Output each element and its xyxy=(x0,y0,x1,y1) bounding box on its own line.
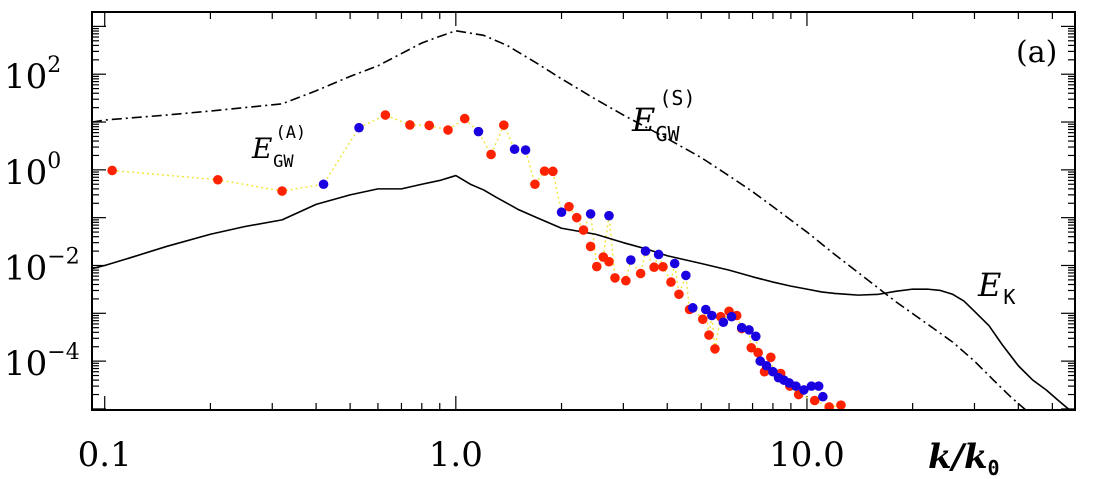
data-point xyxy=(818,391,828,402)
data-point xyxy=(107,165,117,176)
panel-label: (a) xyxy=(1016,35,1057,70)
data-point xyxy=(750,331,761,342)
series-layer xyxy=(92,29,1071,410)
data-point xyxy=(604,256,614,267)
data-point xyxy=(744,325,754,335)
y-tick-label: 100 xyxy=(4,149,61,193)
x-tick-label: 10.0 xyxy=(769,435,845,475)
data-point xyxy=(509,144,520,155)
data-point xyxy=(591,261,602,272)
data-point xyxy=(813,381,824,391)
data-point xyxy=(539,166,550,176)
series-line-egw-a-connector xyxy=(112,114,842,408)
data-point xyxy=(520,145,531,155)
data-point xyxy=(700,304,711,315)
data-point xyxy=(791,381,801,391)
data-point xyxy=(649,262,659,273)
data-point xyxy=(578,225,589,235)
y-tick-label: 102 xyxy=(4,53,61,97)
data-point xyxy=(736,322,747,333)
data-point xyxy=(530,179,540,190)
data-point xyxy=(564,201,574,212)
data-point xyxy=(766,352,776,363)
tick-labels: 0.1 1.0 10.0 102 100 10−2 10−4 xyxy=(4,53,845,475)
series-egw-a-blue xyxy=(318,122,828,402)
data-point xyxy=(604,210,614,221)
x-axis-title: k/k0 xyxy=(928,437,1000,479)
data-point xyxy=(626,255,636,265)
series-label-egw-s: E(S) GW xyxy=(631,86,695,146)
data-point xyxy=(380,110,391,120)
data-point xyxy=(697,314,708,325)
data-point xyxy=(687,303,698,313)
data-point xyxy=(806,381,817,391)
data-point xyxy=(653,249,664,260)
x-tick-label: 0.1 xyxy=(78,435,132,475)
data-point xyxy=(318,179,329,190)
data-point xyxy=(674,289,684,300)
data-point xyxy=(669,258,680,269)
data-point xyxy=(704,330,714,340)
data-point xyxy=(681,270,691,281)
plot-frame xyxy=(91,11,1076,411)
y-tick-label: 10−2 xyxy=(4,244,80,288)
y-tick-label: 10−4 xyxy=(4,340,80,384)
data-point xyxy=(277,186,287,196)
data-point xyxy=(459,113,470,124)
series-label-egw-a: E (A) GW xyxy=(251,123,306,172)
data-point xyxy=(761,360,772,371)
data-point xyxy=(640,246,651,256)
data-point xyxy=(718,317,729,328)
series-line-ek xyxy=(92,174,1071,410)
data-point xyxy=(666,277,676,287)
axis-ticks xyxy=(92,11,1075,410)
data-point xyxy=(799,385,809,395)
data-point xyxy=(621,275,631,286)
data-point xyxy=(726,311,737,322)
data-point xyxy=(809,395,820,406)
series-line-egw-s xyxy=(92,29,1027,410)
data-point xyxy=(556,207,567,218)
data-point xyxy=(548,166,558,177)
data-point xyxy=(824,402,834,410)
data-point xyxy=(768,366,778,377)
data-point xyxy=(585,209,596,219)
data-point xyxy=(424,120,435,131)
x-tick-label: 1.0 xyxy=(429,435,483,475)
data-point xyxy=(610,273,620,283)
data-point xyxy=(585,241,596,252)
data-point xyxy=(213,174,223,185)
data-point xyxy=(499,120,509,130)
data-point xyxy=(405,120,415,130)
data-point xyxy=(707,310,717,321)
data-point xyxy=(836,400,846,410)
data-point xyxy=(710,344,720,354)
data-point xyxy=(753,347,763,358)
series-egw-a-red xyxy=(107,110,846,410)
data-point xyxy=(658,261,668,272)
data-point xyxy=(635,268,646,279)
data-point xyxy=(571,212,582,223)
data-point xyxy=(746,342,757,353)
data-point xyxy=(473,126,484,137)
data-point xyxy=(486,149,496,160)
data-point xyxy=(354,122,364,133)
data-point xyxy=(443,125,453,135)
